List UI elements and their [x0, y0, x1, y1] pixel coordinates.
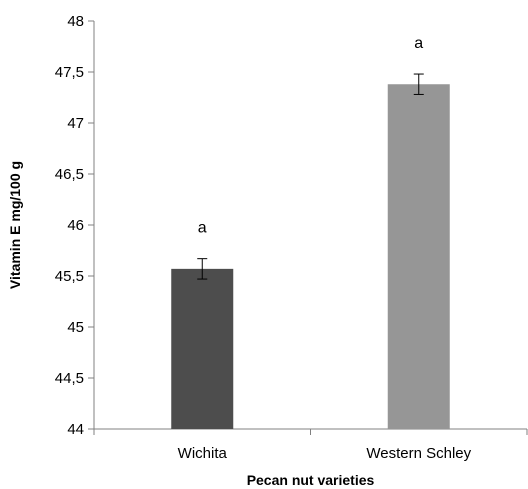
x-axis-title: Pecan nut varieties	[247, 472, 375, 488]
y-axis-ticks: 44 44,5 45 45,5 46 46,5 47 47,5 48	[55, 13, 94, 438]
error-bars-group	[197, 73, 424, 280]
y-tick-label: 44	[67, 421, 84, 438]
bar	[387, 84, 450, 430]
y-tick-label: 44,5	[55, 370, 84, 387]
y-tick-label: 46	[67, 217, 84, 234]
y-axis-title: Vitamin E mg/100 g	[7, 161, 23, 289]
bar	[171, 268, 234, 429]
x-axis-ticks	[93, 429, 528, 435]
bars-group	[171, 84, 450, 430]
category-labels-group: Wichita Western Schley	[178, 445, 472, 462]
y-tick-label: 48	[67, 13, 84, 30]
y-tick-label: 45	[67, 319, 84, 336]
y-tick-label: 47,5	[55, 64, 84, 81]
y-tick-label: 46,5	[55, 166, 84, 183]
significance-label: a	[198, 220, 207, 237]
category-label: Wichita	[178, 445, 228, 462]
y-tick-label: 47	[67, 115, 84, 132]
significance-label: a	[414, 35, 423, 52]
category-label: Western Schley	[366, 445, 471, 462]
significance-labels-group: aa	[198, 35, 424, 237]
y-tick-label: 45,5	[55, 268, 84, 285]
